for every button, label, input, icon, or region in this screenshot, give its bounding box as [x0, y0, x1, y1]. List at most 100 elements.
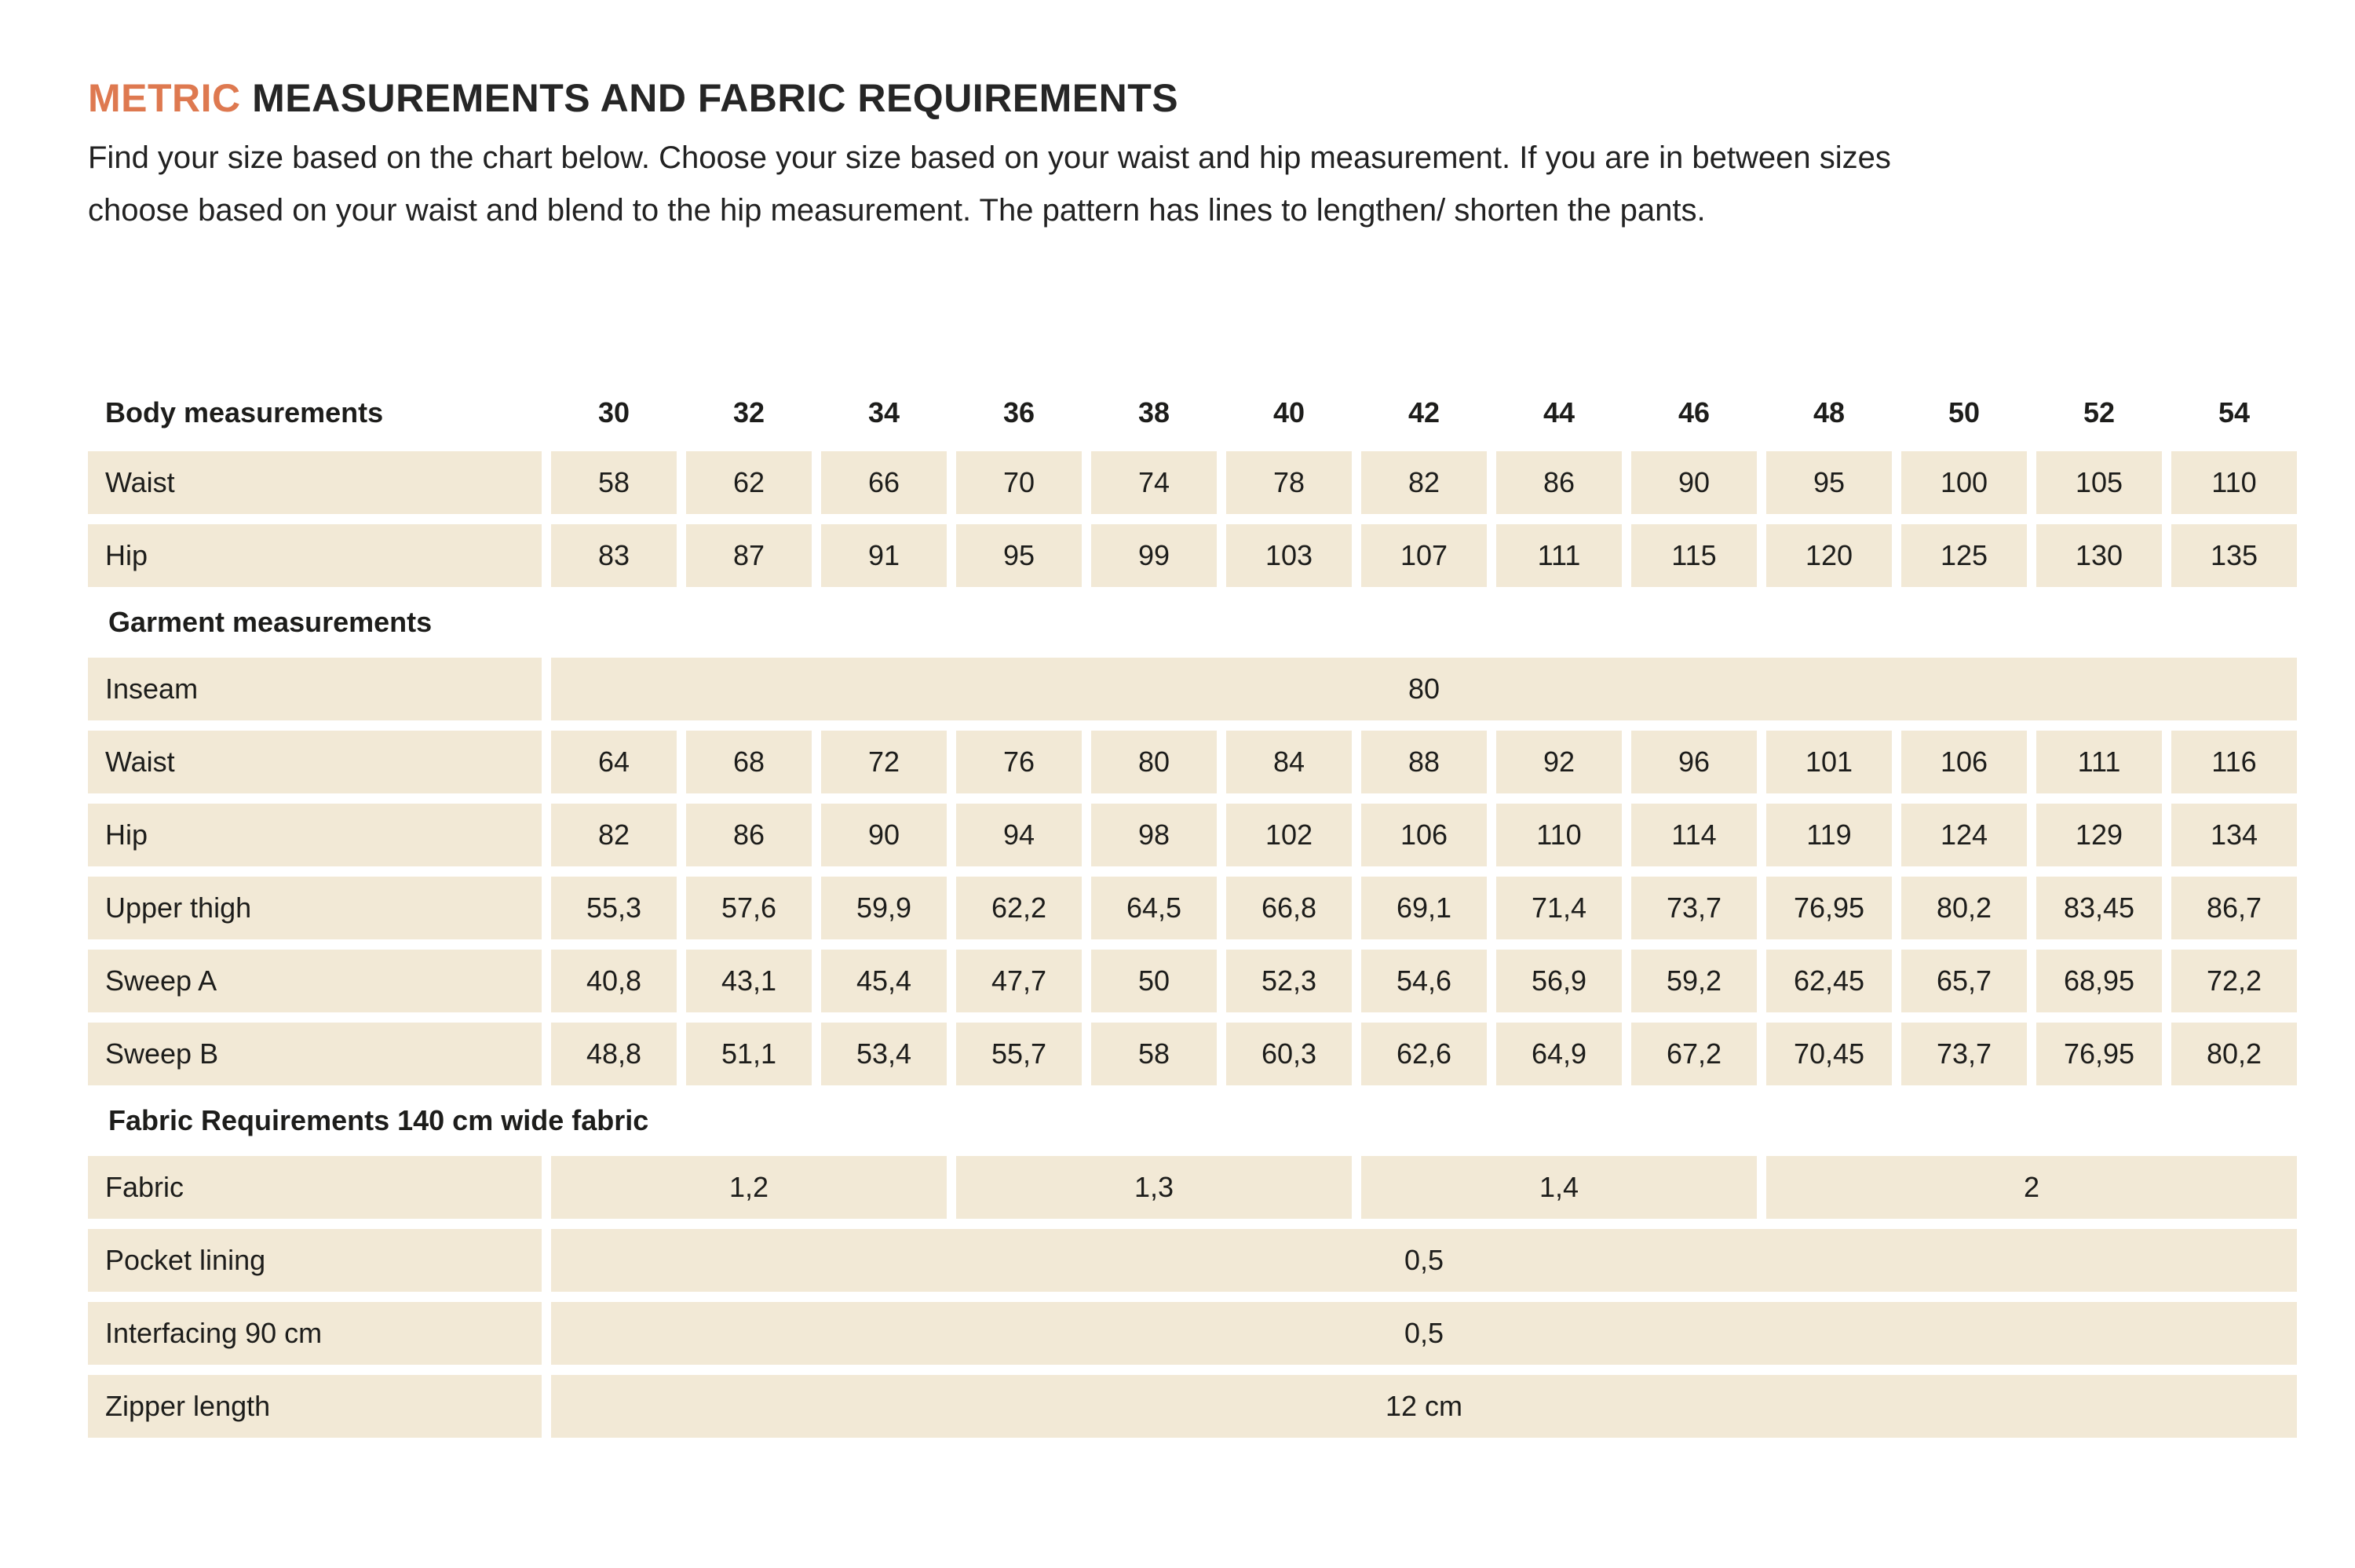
- value-cell: 60,3: [1226, 1023, 1352, 1085]
- value-cell: 107: [1361, 524, 1487, 587]
- value-cell: 82: [551, 804, 677, 866]
- value-cell: 80,2: [2171, 1023, 2297, 1085]
- fabric-group-cell: 1,2: [551, 1156, 947, 1219]
- value-cell: 94: [956, 804, 1082, 866]
- size-col-header: 54: [2218, 396, 2251, 428]
- value-cell: 51,1: [686, 1023, 812, 1085]
- fabric-group-cell: 1,3: [956, 1156, 1352, 1219]
- value-cell: 72,2: [2171, 950, 2297, 1012]
- value-cell: 129: [2036, 804, 2162, 866]
- page: METRIC MEASUREMENTS AND FABRIC REQUIREME…: [88, 75, 2308, 1438]
- value-cell: 86: [686, 804, 812, 866]
- value-cell: 40,8: [551, 950, 677, 1012]
- value-cell: 59,2: [1631, 950, 1757, 1012]
- value-cell: 102: [1226, 804, 1352, 866]
- value-cell: 78: [1226, 451, 1352, 514]
- value-cell: 134: [2171, 804, 2297, 866]
- merged-value-cell: 0,5: [551, 1302, 2297, 1365]
- size-col-header: 44: [1543, 396, 1575, 428]
- value-cell: 67,2: [1631, 1023, 1757, 1085]
- value-cell: 64,9: [1496, 1023, 1622, 1085]
- value-cell: 99: [1091, 524, 1217, 587]
- value-cell: 130: [2036, 524, 2162, 587]
- size-col-header: 34: [867, 396, 900, 428]
- value-cell: 135: [2171, 524, 2297, 587]
- row-label: Sweep B: [88, 1023, 542, 1085]
- value-cell: 110: [2171, 451, 2297, 514]
- value-cell: 62,6: [1361, 1023, 1487, 1085]
- value-cell: 62,45: [1766, 950, 1892, 1012]
- value-cell: 72: [821, 731, 947, 793]
- value-cell: 86,7: [2171, 877, 2297, 939]
- value-cell: 59,9: [821, 877, 947, 939]
- value-cell: 56,9: [1496, 950, 1622, 1012]
- value-cell: 125: [1901, 524, 2027, 587]
- value-cell: 105: [2036, 451, 2162, 514]
- garment-measurements-header: Garment measurements: [108, 606, 433, 638]
- row-label: Sweep A: [88, 950, 542, 1012]
- value-cell: 55,7: [956, 1023, 1082, 1085]
- value-cell: 110: [1496, 804, 1622, 866]
- value-cell: 111: [2036, 731, 2162, 793]
- value-cell: 87: [686, 524, 812, 587]
- value-cell: 106: [1361, 804, 1487, 866]
- row-label: Upper thigh: [88, 877, 542, 939]
- value-cell: 98: [1091, 804, 1217, 866]
- size-col-header: 46: [1678, 396, 1711, 428]
- value-cell: 95: [956, 524, 1082, 587]
- value-cell: 76: [956, 731, 1082, 793]
- row-label: Inseam: [88, 658, 542, 720]
- size-col-header: 30: [597, 396, 630, 428]
- value-cell: 62,2: [956, 877, 1082, 939]
- merged-value-cell: 12 cm: [551, 1375, 2297, 1438]
- value-cell: 116: [2171, 731, 2297, 793]
- value-cell: 96: [1631, 731, 1757, 793]
- value-cell: 80,2: [1901, 877, 2027, 939]
- page-title: METRIC MEASUREMENTS AND FABRIC REQUIREME…: [88, 75, 2308, 121]
- value-cell: 95: [1766, 451, 1892, 514]
- value-cell: 73,7: [1901, 1023, 2027, 1085]
- intro-line-1: Find your size based on the chart below.…: [88, 140, 1891, 175]
- value-cell: 76,95: [2036, 1023, 2162, 1085]
- merged-value-cell: 0,5: [551, 1229, 2297, 1292]
- value-cell: 101: [1766, 731, 1892, 793]
- size-col-header: 36: [1002, 396, 1035, 428]
- value-cell: 64: [551, 731, 677, 793]
- size-col-header: 40: [1272, 396, 1305, 428]
- row-label: Waist: [88, 451, 542, 514]
- value-cell: 84: [1226, 731, 1352, 793]
- value-cell: 106: [1901, 731, 2027, 793]
- row-label: Hip: [88, 804, 542, 866]
- title-rest: MEASUREMENTS AND FABRIC REQUIREMENTS: [252, 76, 1179, 120]
- row-label: Waist: [88, 731, 542, 793]
- value-cell: 119: [1766, 804, 1892, 866]
- value-cell: 124: [1901, 804, 2027, 866]
- size-col-header: 48: [1813, 396, 1846, 428]
- value-cell: 68: [686, 731, 812, 793]
- value-cell: 100: [1901, 451, 2027, 514]
- value-cell: 92: [1496, 731, 1622, 793]
- value-cell: 71,4: [1496, 877, 1622, 939]
- row-label: Interfacing 90 cm: [88, 1302, 542, 1365]
- value-cell: 114: [1631, 804, 1757, 866]
- fabric-group-cell: 2: [1766, 1156, 2297, 1219]
- value-cell: 52,3: [1226, 950, 1352, 1012]
- value-cell: 82: [1361, 451, 1487, 514]
- fabric-requirements-header: Fabric Requirements 140 cm wide fabric: [108, 1104, 649, 1136]
- value-cell: 45,4: [821, 950, 947, 1012]
- value-cell: 58: [1091, 1023, 1217, 1085]
- size-col-header: 42: [1408, 396, 1440, 428]
- value-cell: 90: [821, 804, 947, 866]
- value-cell: 53,4: [821, 1023, 947, 1085]
- value-cell: 66: [821, 451, 947, 514]
- value-cell: 58: [551, 451, 677, 514]
- row-label: Zipper length: [88, 1375, 542, 1438]
- size-chart-table: Body measurements 30 32 34 36 38 40 42 44 46 48 50 5…: [88, 385, 2308, 1438]
- body-measurements-header: Body measurements: [105, 396, 384, 428]
- size-col-header: 50: [1948, 396, 1981, 428]
- value-cell: 64,5: [1091, 877, 1217, 939]
- row-label: Pocket lining: [88, 1229, 542, 1292]
- value-cell: 91: [821, 524, 947, 587]
- value-cell: 65,7: [1901, 950, 2027, 1012]
- value-cell: 74: [1091, 451, 1217, 514]
